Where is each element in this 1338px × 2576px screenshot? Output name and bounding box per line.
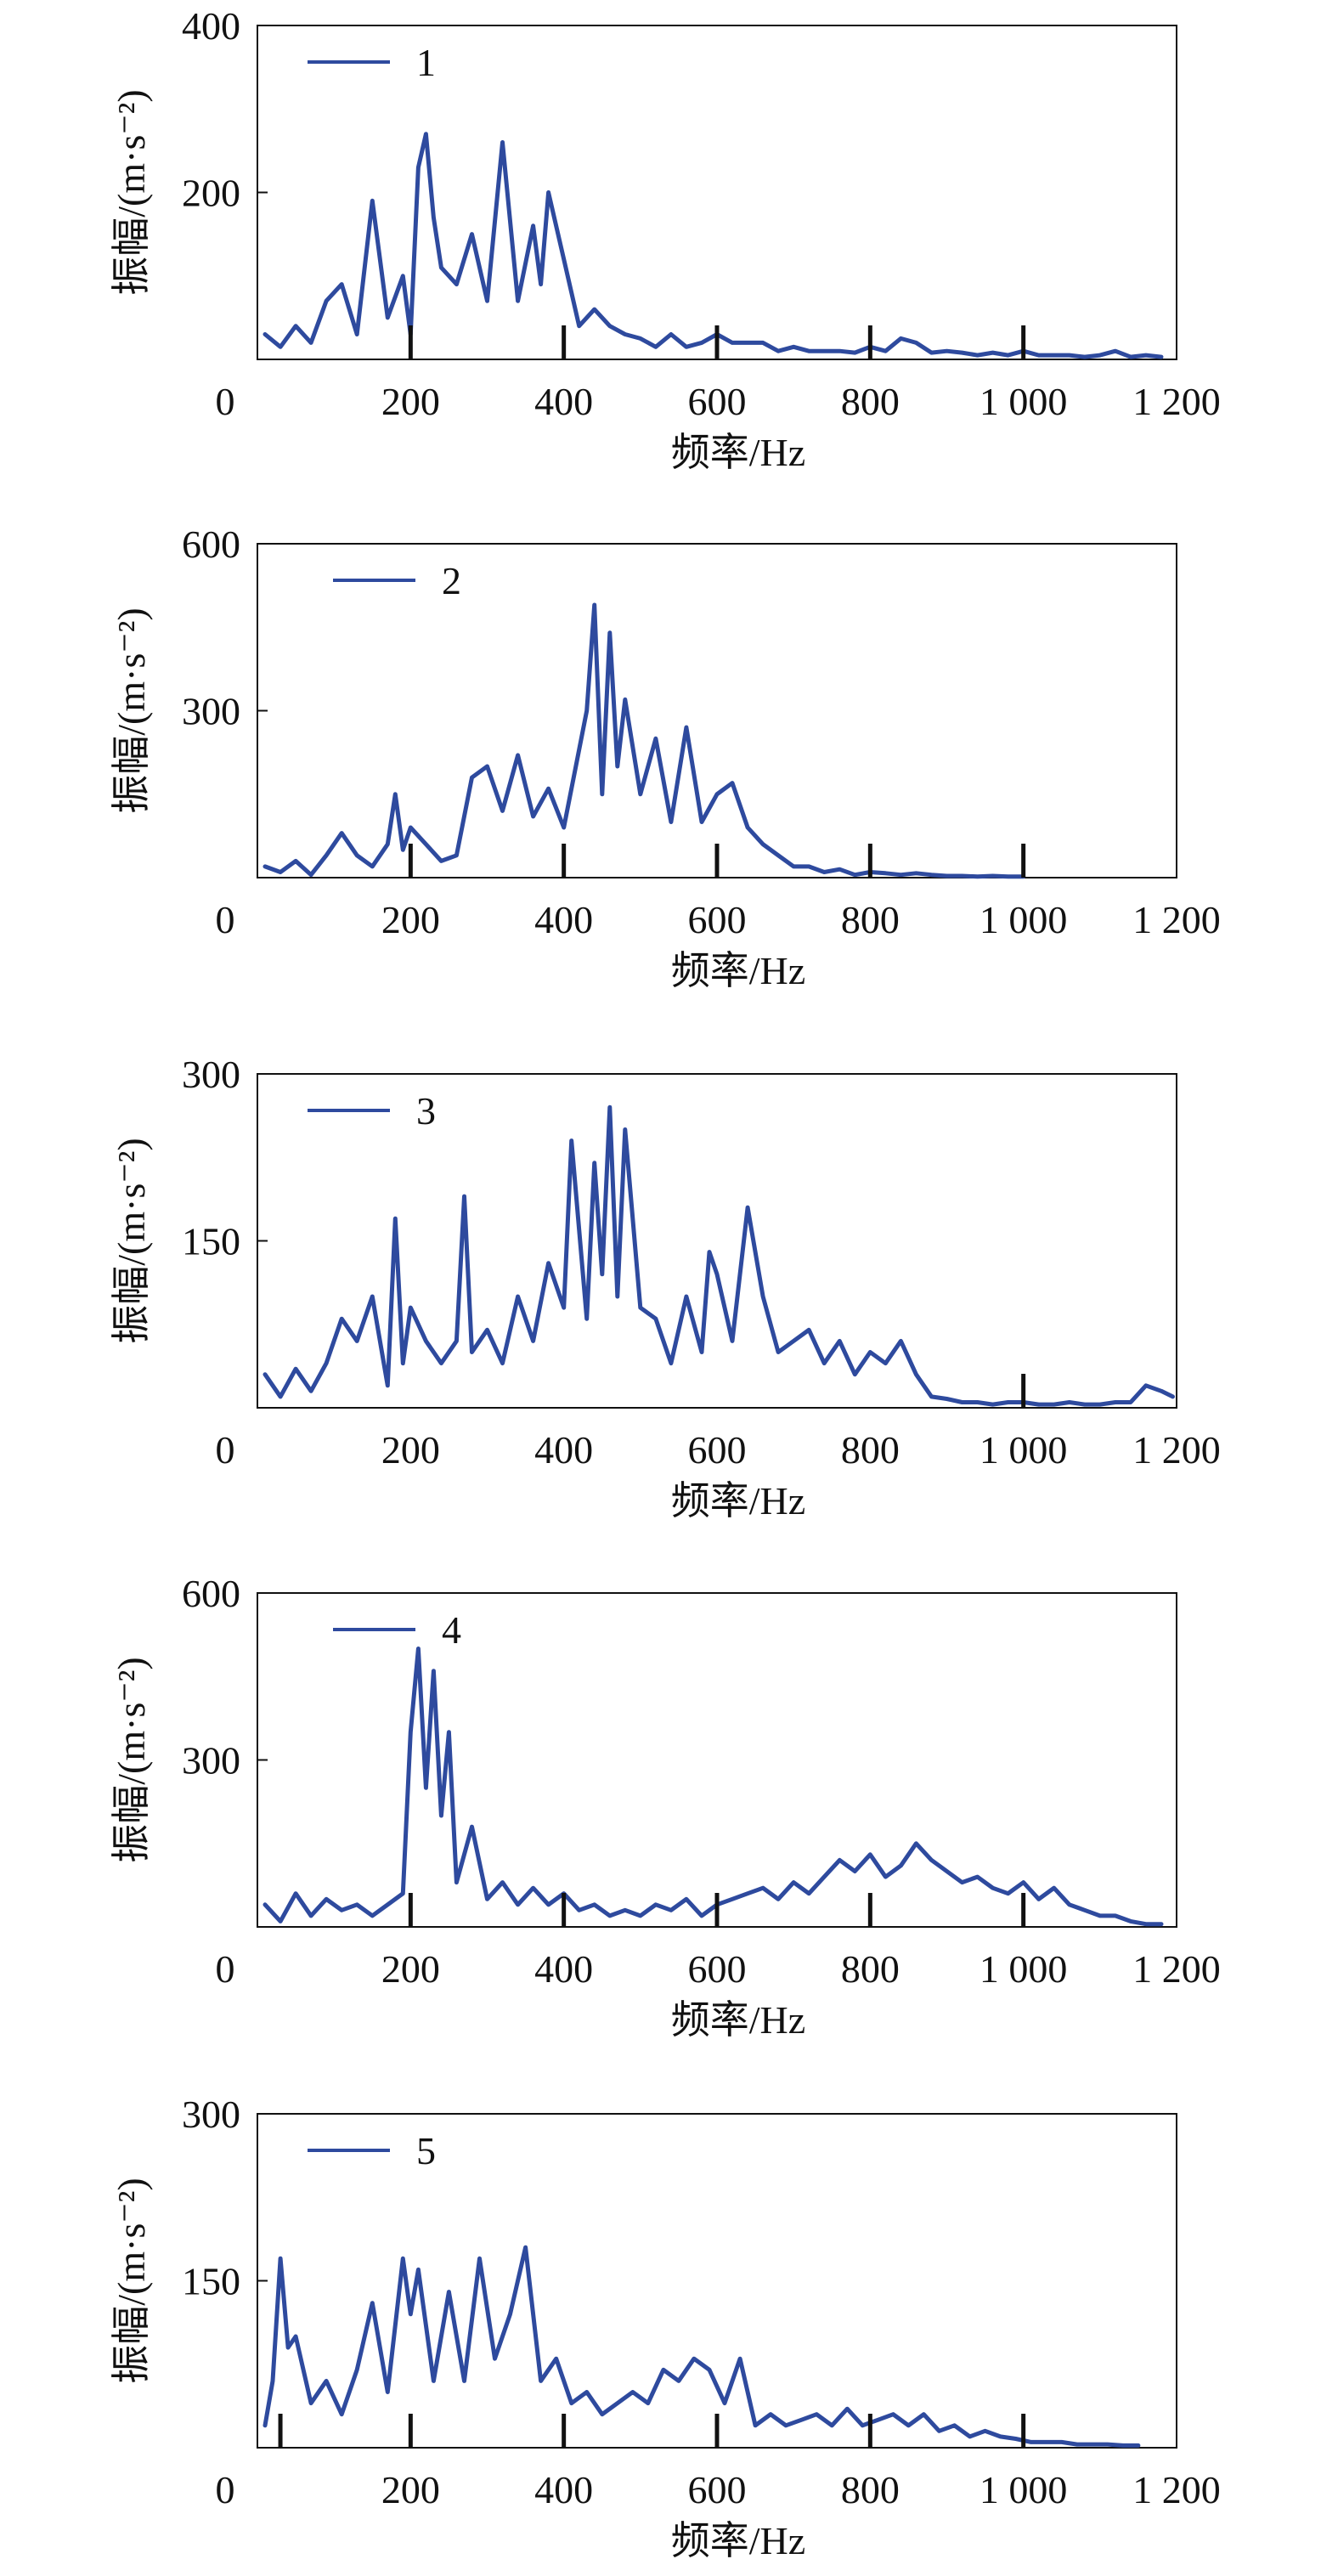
x-tick-label: 1 000 — [980, 2468, 1068, 2511]
x-tick-label: 1 000 — [980, 1428, 1068, 1472]
series-line-2 — [263, 602, 1026, 879]
x-tick-label: 200 — [381, 1947, 440, 1991]
x-tick-label: 0 — [216, 1428, 235, 1472]
y-tick-label: 600 — [182, 523, 240, 566]
plot-frame — [257, 25, 1177, 360]
x-tick-label: 600 — [688, 898, 747, 941]
y-tick-label: 300 — [182, 2093, 240, 2136]
x-tick-label: 0 — [216, 898, 235, 941]
x-tick-label: 400 — [534, 2468, 593, 2511]
x-tick-label: 0 — [216, 380, 235, 423]
y-tick-label: 400 — [182, 4, 240, 48]
series-line-1 — [263, 132, 1164, 359]
series-line-5 — [263, 2245, 1141, 2448]
y-tick-label: 300 — [182, 1739, 240, 1782]
x-axis-title: 频率/Hz — [671, 2519, 805, 2562]
y-tick-label: 150 — [182, 1220, 240, 1263]
y-tick-label: 300 — [182, 1053, 240, 1096]
x-tick-label: 200 — [381, 1428, 440, 1472]
x-tick-label: 1 000 — [980, 1947, 1068, 1991]
x-tick-label: 600 — [688, 1947, 747, 1991]
x-tick-label: 200 — [381, 380, 440, 423]
x-axis-title: 频率/Hz — [671, 1998, 805, 2042]
series-line-3 — [263, 1104, 1175, 1407]
x-tick-label: 1 000 — [980, 380, 1068, 423]
x-tick-label: 1 200 — [1132, 380, 1221, 423]
chart-panel-3: 0 200 400 600 800 1 000 1 200 150 300 频率/Hz 振幅/(m·… — [110, 1053, 1221, 1522]
y-axis-title: 振幅/(m·s⁻²) — [110, 89, 153, 296]
y-axis-title: 振幅/(m·s⁻²) — [110, 1657, 153, 1863]
legend-label: 3 — [416, 1089, 436, 1133]
y-axis-title: 振幅/(m·s⁻²) — [110, 2178, 153, 2384]
legend-label: 2 — [442, 559, 461, 602]
plot-frame — [257, 1592, 1177, 1928]
x-tick-label: 0 — [216, 2468, 235, 2511]
x-tick-label: 600 — [688, 380, 747, 423]
x-tick-label: 400 — [534, 1428, 593, 1472]
x-tick-label: 1 200 — [1132, 898, 1221, 941]
x-tick-label: 800 — [841, 1947, 900, 1991]
chart-panel-2: 0 200 400 600 800 1 000 1 200 300 600 频率/Hz 振幅/(m·… — [110, 523, 1221, 992]
y-tick-label: 150 — [182, 2260, 240, 2303]
x-tick-label: 600 — [688, 2468, 747, 2511]
chart-panel-5: 0 200 400 600 800 1 000 1 200 150 300 频率/Hz 振幅/(m·… — [110, 2093, 1221, 2562]
x-tick-label: 1 200 — [1132, 2468, 1221, 2511]
x-tick-label: 200 — [381, 2468, 440, 2511]
x-axis-title: 频率/Hz — [671, 949, 805, 992]
y-tick-label: 300 — [182, 690, 240, 733]
x-tick-label: 1 200 — [1132, 1947, 1221, 1991]
x-tick-label: 800 — [841, 380, 900, 423]
x-tick-label: 200 — [381, 898, 440, 941]
y-axis-title: 振幅/(m·s⁻²) — [110, 1138, 153, 1344]
x-tick-label: 1 000 — [980, 898, 1068, 941]
legend-label: 1 — [416, 41, 436, 84]
legend-label: 5 — [416, 2129, 436, 2172]
charts-layer: 0 200 400 600 800 1 000 1 200200400频率/Hz振幅/(m·… — [110, 4, 1221, 2562]
x-tick-label: 1 200 — [1132, 1428, 1221, 1472]
legend-label: 4 — [442, 1608, 461, 1652]
x-tick-label: 800 — [841, 1428, 900, 1472]
x-axis-title: 频率/Hz — [671, 431, 805, 474]
x-tick-label: 400 — [534, 898, 593, 941]
series-line-4 — [263, 1647, 1164, 1927]
x-tick-label: 800 — [841, 898, 900, 941]
y-axis-title: 振幅/(m·s⁻²) — [110, 607, 153, 814]
y-tick-label: 200 — [182, 172, 240, 215]
x-tick-label: 0 — [216, 1947, 235, 1991]
chart-panel-1: 0 200 400 600 800 1 000 1 200 200 400 频率/Hz 振幅/(m·… — [110, 4, 1221, 474]
x-tick-label: 800 — [841, 2468, 900, 2511]
x-axis-title: 频率/Hz — [671, 1479, 805, 1522]
x-tick-label: 400 — [534, 380, 593, 423]
chart-panel-4: 0 200 400 600 800 1 000 1 200 300 600 频率/Hz 振幅/(m·… — [110, 1572, 1221, 2042]
y-tick-label: 600 — [182, 1572, 240, 1615]
plot-frame — [257, 2113, 1177, 2449]
plot-frame — [257, 543, 1177, 878]
x-tick-label: 600 — [688, 1428, 747, 1472]
x-tick-label: 400 — [534, 1947, 593, 1991]
